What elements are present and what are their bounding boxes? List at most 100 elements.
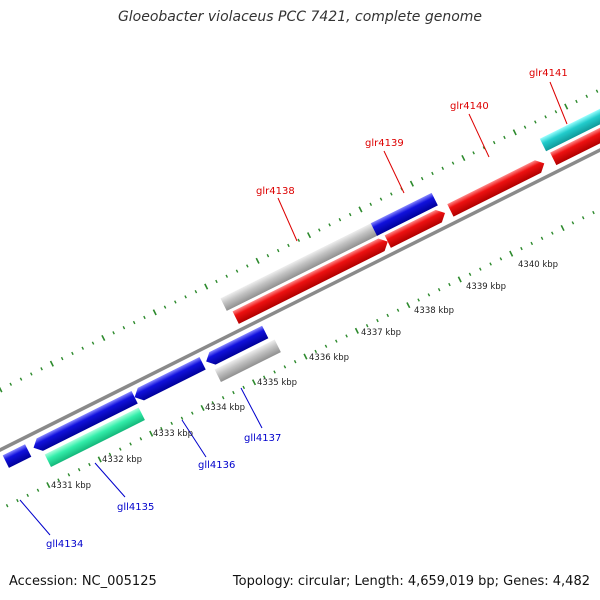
lower-ruler-minor-tick: [191, 411, 194, 415]
leader-glr4141: [549, 81, 568, 125]
lower-ruler-minor-tick: [36, 488, 40, 492]
lower-ruler-minor-tick: [376, 318, 379, 323]
upper-ruler-minor-tick: [318, 228, 321, 232]
upper-ruler-minor-tick: [122, 326, 126, 330]
ruler-label-4332: 4332 kbp: [102, 455, 142, 465]
upper-ruler-minor-tick: [91, 341, 95, 345]
gene-glr4140-arrow: [447, 160, 545, 217]
upper-ruler-minor-tick: [523, 125, 527, 129]
gene-glr4141-arrow: [550, 119, 600, 166]
leader-gll4135: [94, 462, 126, 498]
gene-grey-forward-box: [220, 221, 380, 311]
upper-ruler-minor-tick: [441, 166, 445, 170]
label-glr4139: glr4139: [365, 138, 404, 149]
lower-ruler-minor-tick: [468, 272, 472, 276]
upper-ruler-major-tick: [358, 206, 363, 213]
ruler-label-4334: 4334 kbp: [205, 403, 245, 413]
gene-cyan-forward-box: [539, 94, 600, 152]
upper-ruler-minor-tick: [338, 218, 342, 222]
lower-ruler-major-tick: [303, 353, 308, 360]
upper-ruler-minor-tick: [225, 274, 229, 278]
lower-ruler-minor-tick: [211, 401, 215, 405]
upper-ruler-minor-tick: [81, 346, 85, 350]
upper-ruler-minor-tick: [174, 300, 177, 304]
gene-blue-forward-box: [370, 192, 438, 236]
lower-ruler-minor-tick: [365, 324, 369, 328]
upper-ruler-minor-tick: [595, 89, 599, 93]
lower-ruler-minor-tick: [221, 396, 225, 400]
label-gll4134: gll4134: [46, 539, 83, 550]
upper-ruler-minor-tick: [215, 279, 218, 284]
upper-ruler-major-tick: [49, 360, 54, 367]
lower-ruler-major-tick: [251, 379, 257, 386]
ruler-label-4339: 4339 kbp: [466, 282, 506, 292]
lower-ruler-minor-tick: [242, 385, 246, 390]
lower-ruler-minor-tick: [520, 246, 523, 251]
lower-ruler-minor-tick: [314, 349, 318, 354]
lower-ruler-minor-tick: [592, 210, 595, 215]
genome-backbone: [0, 108, 600, 470]
lower-ruler-minor-tick: [180, 416, 184, 420]
lower-ruler-major-tick: [509, 250, 514, 257]
upper-ruler-major-tick: [152, 309, 157, 316]
lower-ruler-major-tick: [354, 327, 359, 334]
upper-ruler-minor-tick: [328, 223, 331, 227]
lower-ruler-minor-tick: [232, 390, 235, 395]
label-gll4137: gll4137: [244, 433, 281, 444]
lower-ruler-major-tick: [457, 276, 462, 283]
lower-ruler-minor-tick: [345, 334, 348, 338]
lower-ruler-minor-tick: [119, 447, 122, 451]
genome-summary-text: Topology: circular; Length: 4,659,019 bp…: [232, 574, 590, 589]
upper-ruler-minor-tick: [235, 269, 239, 273]
label-gll4136: gll4136: [198, 460, 235, 471]
upper-ruler-major-tick: [409, 180, 414, 187]
lower-ruler-major-tick: [406, 302, 411, 309]
upper-ruler-minor-tick: [184, 295, 187, 299]
upper-ruler-minor-tick: [348, 212, 352, 217]
upper-ruler-minor-tick: [287, 243, 290, 248]
ruler-label-4335: 4335 kbp: [257, 378, 297, 388]
upper-ruler-minor-tick: [30, 372, 33, 376]
leader-glr4140: [468, 113, 490, 158]
upper-ruler-minor-tick: [472, 151, 475, 155]
upper-ruler-minor-tick: [297, 238, 301, 242]
lower-ruler-minor-tick: [427, 293, 431, 297]
lower-ruler-minor-tick: [530, 241, 534, 246]
upper-ruler-major-tick: [204, 283, 209, 290]
upper-ruler-minor-tick: [534, 120, 537, 124]
lower-ruler-minor-tick: [437, 288, 441, 292]
lower-ruler-minor-tick: [551, 231, 554, 235]
upper-ruler-minor-tick: [132, 320, 136, 325]
upper-ruler-minor-tick: [575, 99, 578, 104]
lower-ruler-major-tick: [46, 482, 51, 489]
ruler-label-4333: 4333 kbp: [153, 429, 193, 439]
upper-ruler-minor-tick: [40, 367, 43, 371]
upper-ruler-minor-tick: [163, 305, 167, 309]
upper-ruler-major-tick: [564, 103, 569, 110]
upper-ruler-minor-tick: [431, 171, 434, 176]
upper-ruler-major-tick: [101, 334, 106, 342]
lower-ruler-minor-tick: [170, 421, 174, 426]
gene-blue-reverse-a: [33, 390, 138, 451]
label-glr4138: glr4138: [256, 186, 295, 197]
upper-ruler-minor-tick: [60, 356, 64, 361]
upper-ruler-minor-tick: [451, 161, 455, 165]
lower-ruler-minor-tick: [139, 437, 143, 441]
upper-ruler-minor-tick: [492, 140, 496, 145]
lower-ruler-minor-tick: [129, 442, 132, 446]
lower-ruler-major-tick: [149, 430, 154, 437]
lower-ruler-minor-tick: [540, 236, 544, 240]
leader-glr4138: [277, 197, 298, 242]
leader-gll4137: [240, 387, 263, 429]
upper-ruler-minor-tick: [112, 331, 115, 335]
upper-ruler-minor-tick: [71, 351, 74, 356]
lower-ruler-minor-tick: [396, 308, 400, 312]
upper-ruler-major-tick: [461, 154, 466, 162]
gene-glr4139-arrow: [384, 209, 445, 248]
upper-ruler-minor-tick: [544, 115, 547, 119]
lower-ruler-minor-tick: [57, 478, 60, 482]
lower-ruler-minor-tick: [571, 221, 575, 225]
upper-ruler-minor-tick: [420, 176, 424, 181]
upper-ruler-minor-tick: [9, 382, 13, 386]
upper-ruler-minor-tick: [390, 192, 393, 196]
